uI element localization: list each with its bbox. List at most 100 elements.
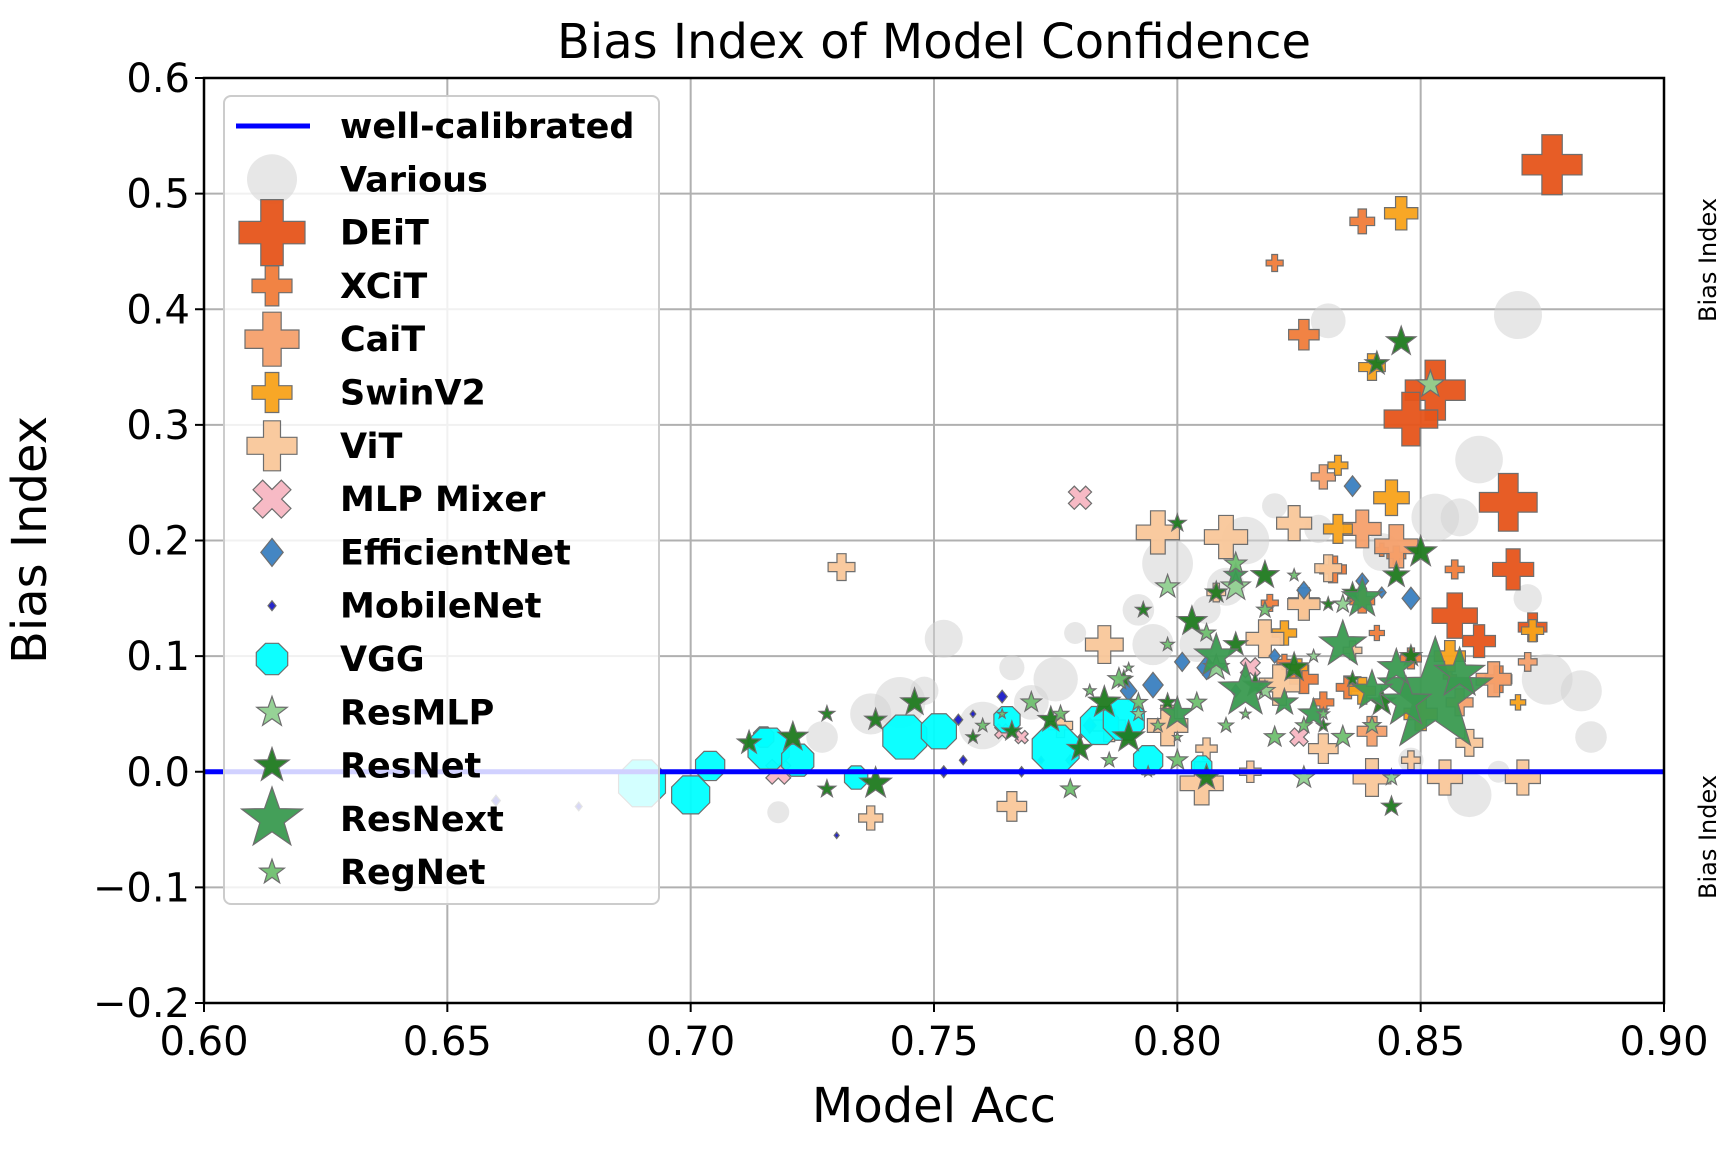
point-swinv2: [1383, 196, 1419, 231]
point-regnet: [1106, 665, 1132, 690]
legend-marker-resnet: [253, 745, 291, 782]
point-vit: [996, 791, 1028, 822]
point-various: [1064, 622, 1087, 644]
point-vit: [1287, 587, 1321, 621]
point-various: [1262, 493, 1288, 519]
point-various: [767, 801, 790, 824]
point-resmlp: [1332, 592, 1354, 614]
point-resnet: [1319, 595, 1337, 612]
legend-marker-cait: [244, 311, 300, 367]
point-regnet: [1216, 715, 1236, 734]
point-resnet: [964, 728, 982, 745]
point-resnext: [1217, 661, 1274, 715]
x-tick-label: 0.85: [1376, 1019, 1465, 1065]
point-xcit: [1260, 593, 1279, 613]
point-mobilenet: [969, 709, 977, 719]
x-tick-label: 0.80: [1133, 1019, 1222, 1065]
point-deit: [1383, 391, 1439, 447]
point-deit: [1521, 134, 1583, 196]
y-tick-label: 0.5: [126, 172, 190, 218]
point-mlp-mixer: [1067, 485, 1093, 511]
y-tick-label: 0.0: [126, 750, 190, 796]
point-resnet: [1166, 512, 1188, 533]
point-mobilenet: [996, 689, 1008, 704]
series-resnet: [735, 324, 1439, 817]
point-resnet: [1249, 558, 1281, 589]
point-resmlp: [1381, 767, 1402, 786]
point-various: [1494, 291, 1542, 340]
point-vit: [1084, 625, 1124, 665]
legend-label: VGG: [340, 640, 425, 680]
point-resnext: [1159, 694, 1196, 730]
legend-label: well-calibrated: [340, 107, 634, 147]
point-regnet: [1255, 599, 1275, 619]
point-resnet: [1175, 604, 1209, 636]
point-deit: [1478, 472, 1538, 532]
point-various: [1521, 653, 1573, 705]
legend-marker-efficientnet: [260, 537, 284, 568]
legend-marker-xcit: [251, 265, 293, 307]
legend-label: CaiT: [340, 320, 425, 360]
point-resnet: [1379, 794, 1403, 817]
legend-label: MLP Mixer: [340, 480, 546, 520]
series-resmlp: [1129, 368, 1446, 789]
point-resnext: [1376, 646, 1417, 685]
point-resnet: [1381, 559, 1411, 588]
point-vgg: [781, 743, 815, 777]
y-tick-label: −0.2: [93, 981, 190, 1027]
point-regnet: [1223, 550, 1249, 575]
legend-marker-vgg: [255, 642, 289, 676]
point-resnet: [817, 703, 837, 723]
point-vgg: [694, 750, 726, 782]
point-efficientnet: [1343, 474, 1362, 498]
point-mlp-mixer: [1289, 727, 1309, 747]
legend-label: XCiT: [340, 267, 427, 307]
point-regnet: [1315, 705, 1332, 721]
point-swinv2: [1322, 513, 1353, 544]
point-vit: [1307, 733, 1339, 765]
point-resnet: [816, 778, 838, 799]
legend-label: ResMLP: [340, 693, 494, 733]
point-resnet: [1000, 719, 1024, 742]
x-tick-label: 0.65: [403, 1019, 492, 1065]
point-resmlp: [1219, 569, 1252, 601]
point-resnet: [1342, 669, 1363, 688]
point-resnet: [899, 686, 930, 716]
chart-title: Bias Index of Model Confidence: [557, 14, 1311, 70]
point-xcit: [1444, 559, 1465, 580]
point-resnet: [858, 764, 894, 799]
point-regnet: [1127, 691, 1149, 712]
legend-marker-deit: [238, 199, 306, 267]
y-tick-label: −0.1: [93, 865, 190, 911]
point-resnext: [1432, 645, 1487, 697]
right-side-label-bottom: Bias Index: [1694, 775, 1722, 899]
point-regnet: [1330, 723, 1356, 748]
legend-label: RegNet: [340, 853, 486, 893]
point-cait: [1310, 464, 1336, 490]
point-resmlp: [1129, 704, 1148, 722]
legend-marker-regnet: [257, 857, 287, 885]
point-regnet: [1195, 621, 1218, 642]
point-vit: [1135, 510, 1181, 555]
point-vgg: [671, 775, 711, 815]
point-cait: [1517, 651, 1538, 672]
y-tick-label: 0.4: [126, 287, 190, 333]
point-regnet: [1059, 777, 1082, 799]
data-points: [490, 134, 1607, 840]
point-resmlp: [1415, 368, 1446, 398]
point-resnet: [1277, 650, 1311, 682]
point-resnext: [1379, 674, 1433, 726]
point-various: [999, 655, 1025, 681]
legend: well-calibrated Various DEiT XCiT CaiT SwinV2…: [223, 95, 660, 905]
y-tick-label: 0.2: [126, 519, 190, 565]
point-resnext: [1222, 561, 1249, 587]
point-various: [1455, 435, 1503, 484]
legend-marker-various: [247, 154, 297, 205]
legend-label: ResNet: [340, 747, 481, 787]
point-regnet: [1170, 730, 1184, 743]
point-resnet: [1384, 324, 1418, 356]
legend-marker-mlp-mixer: [252, 479, 292, 519]
point-various: [924, 619, 963, 658]
point-mobilenet: [953, 713, 964, 727]
point-xcit: [1349, 208, 1376, 235]
